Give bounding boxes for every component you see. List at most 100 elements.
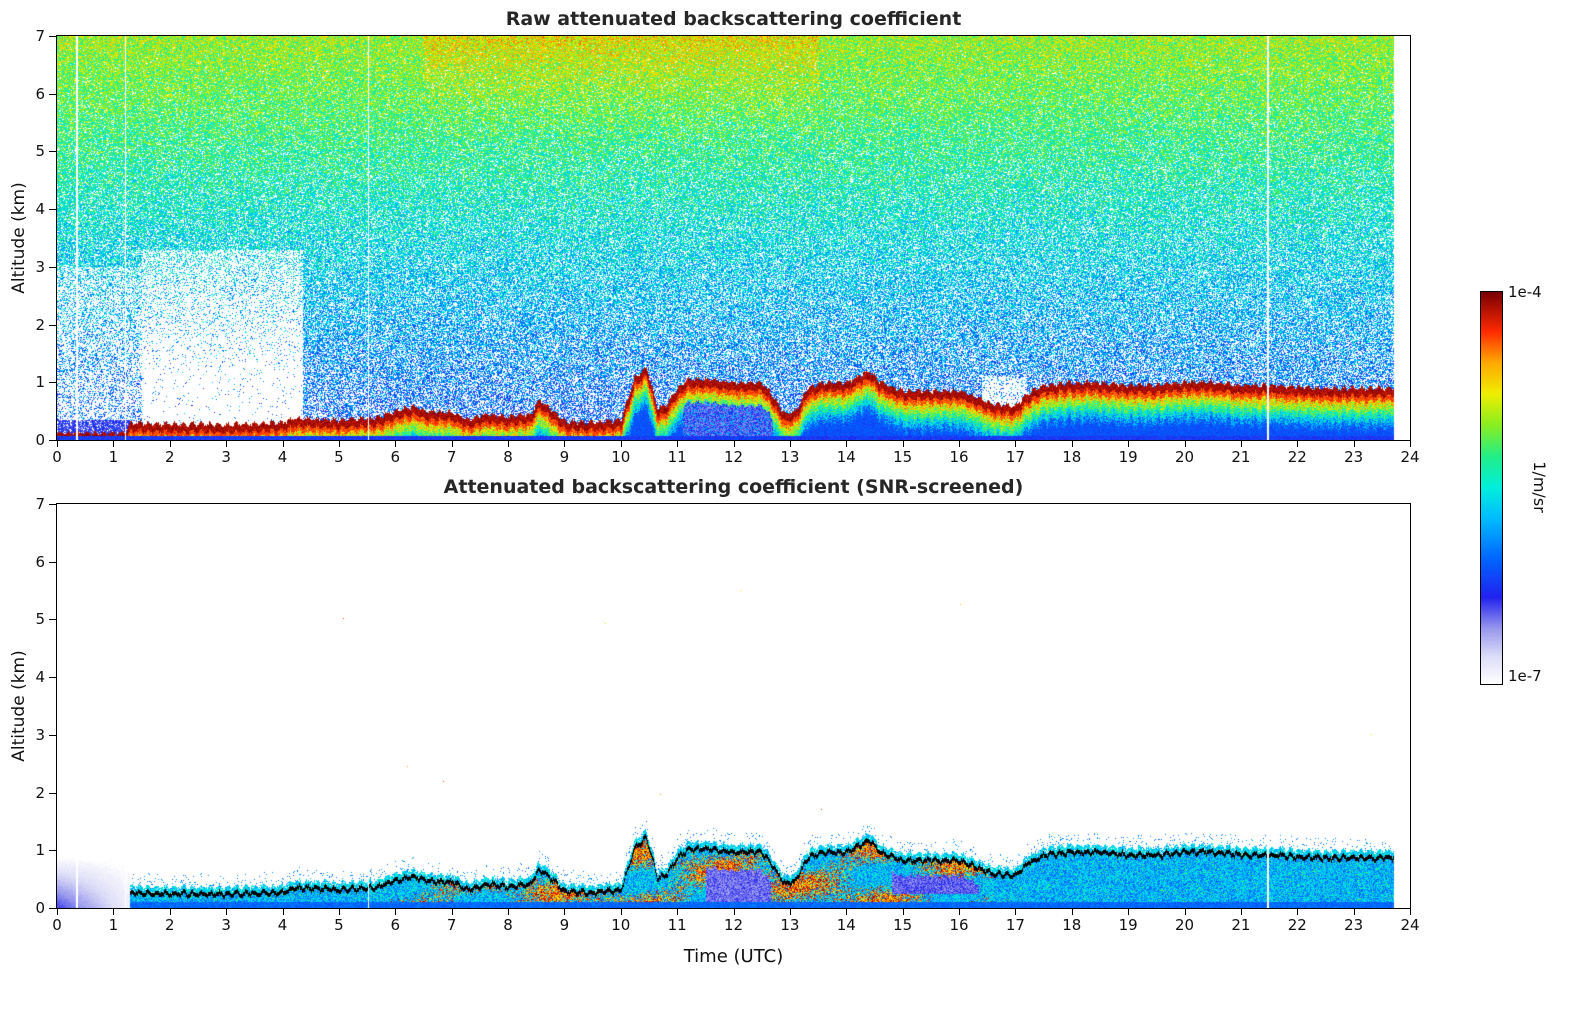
colorbar-unit-label: 1/m/sr [1530,461,1549,513]
screened-backscatter-heatmap [57,504,1410,908]
x-tick-label: 7 [446,448,457,466]
x-tick-label: 16 [949,448,969,466]
x-tick-mark [1240,441,1242,447]
x-tick-label: 17 [1005,448,1025,466]
x-tick-label: 1 [108,448,119,466]
x-tick-label: 24 [1400,916,1420,934]
x-tick-mark [959,909,960,915]
y-tick-label: 7 [35,27,45,45]
x-tick-mark [677,909,679,915]
y-tick-mark [49,850,56,852]
y-tick-label: 7 [35,495,45,513]
x-tick-mark [1297,909,1299,915]
colorbar [1480,291,1503,685]
x-tick-label: 15 [893,448,913,466]
x-tick-mark [508,441,509,447]
x-tick-label: 19 [1118,448,1138,466]
x-tick-mark [902,909,904,915]
y-tick-label: 6 [35,552,45,571]
x-tick-mark [564,909,566,915]
x-tick-mark [282,909,284,915]
x-tick-mark [169,441,171,447]
x-tick-mark [226,909,228,915]
x-tick-label: 6 [390,916,401,934]
x-tick-label: 2 [164,916,175,934]
x-tick-mark [564,441,566,447]
y-tick-label: 0 [35,431,45,449]
panel1-title: Raw attenuated backscattering coefficien… [505,8,962,30]
x-tick-label: 13 [780,916,800,934]
x-tick-mark [508,909,509,915]
x-tick-label: 9 [559,448,570,466]
x-tick-mark [733,441,735,447]
y-tick-label: 6 [35,84,45,103]
x-tick-label: 11 [667,448,687,466]
x-tick-label: 4 [277,448,288,466]
x-tick-mark [1071,909,1073,915]
x-tick-label: 12 [723,916,744,934]
x-tick-mark [789,441,791,447]
x-tick-mark [338,441,340,447]
x-tick-mark [1128,909,1130,915]
y-tick-label: 5 [35,142,45,161]
colorbar-min-label: 1e-7 [1508,667,1542,685]
y-tick-mark [49,561,56,563]
x-tick-label: 15 [893,916,913,934]
x-tick-mark [733,909,735,915]
x-tick-mark [1184,441,1186,447]
x-tick-mark [1297,441,1299,447]
x-tick-label: 11 [667,916,687,934]
x-tick-label: 22 [1287,916,1307,934]
x-tick-label: 7 [446,916,457,934]
x-tick-mark [1353,909,1355,915]
y-tick-label: 2 [35,315,45,334]
x-tick-label: 23 [1344,448,1364,466]
x-tick-mark [395,909,397,915]
x-tick-mark [1015,441,1017,447]
x-tick-mark [620,909,622,915]
y-tick-mark [49,504,56,505]
y-tick-mark [49,440,56,441]
x-tick-label: 18 [1062,916,1082,934]
x-tick-mark [451,909,453,915]
x-tick-mark [338,909,340,915]
x-tick-mark [451,441,453,447]
y-tick-label: 2 [35,783,45,802]
x-tick-mark [846,909,848,915]
x-tick-mark [620,441,622,447]
x-tick-label: 19 [1118,916,1138,934]
x-tick-label: 1 [108,916,119,934]
y-tick-mark [49,677,56,679]
x-tick-mark [395,441,397,447]
x-tick-mark [1410,441,1411,447]
x-tick-mark [57,909,58,915]
y-tick-mark [49,266,56,268]
x-tick-label: 17 [1005,916,1025,934]
x-tick-label: 9 [559,916,570,934]
x-tick-mark [846,441,848,447]
x-tick-label: 20 [1174,448,1195,466]
x-axis-label: Time (UTC) [683,946,784,967]
x-tick-mark [677,441,679,447]
y-tick-mark [49,151,56,153]
x-tick-label: 18 [1062,448,1082,466]
y-tick-mark [49,324,56,326]
x-tick-label: 22 [1287,448,1307,466]
colorbar-gradient [1481,292,1502,684]
x-tick-label: 12 [723,448,744,466]
y-tick-mark [49,36,56,37]
y-tick-label: 3 [35,725,45,744]
x-tick-mark [1353,441,1355,447]
x-tick-mark [902,441,904,447]
x-tick-label: 3 [221,916,231,934]
x-tick-mark [1410,909,1411,915]
x-tick-label: 4 [277,916,288,934]
x-tick-label: 8 [503,448,513,466]
x-tick-mark [1240,909,1242,915]
screened-backscatter-plot [56,503,1411,909]
y-tick-mark [49,792,56,794]
x-tick-mark [169,909,171,915]
x-tick-mark [959,441,960,447]
x-tick-mark [1071,441,1073,447]
x-tick-mark [789,909,791,915]
